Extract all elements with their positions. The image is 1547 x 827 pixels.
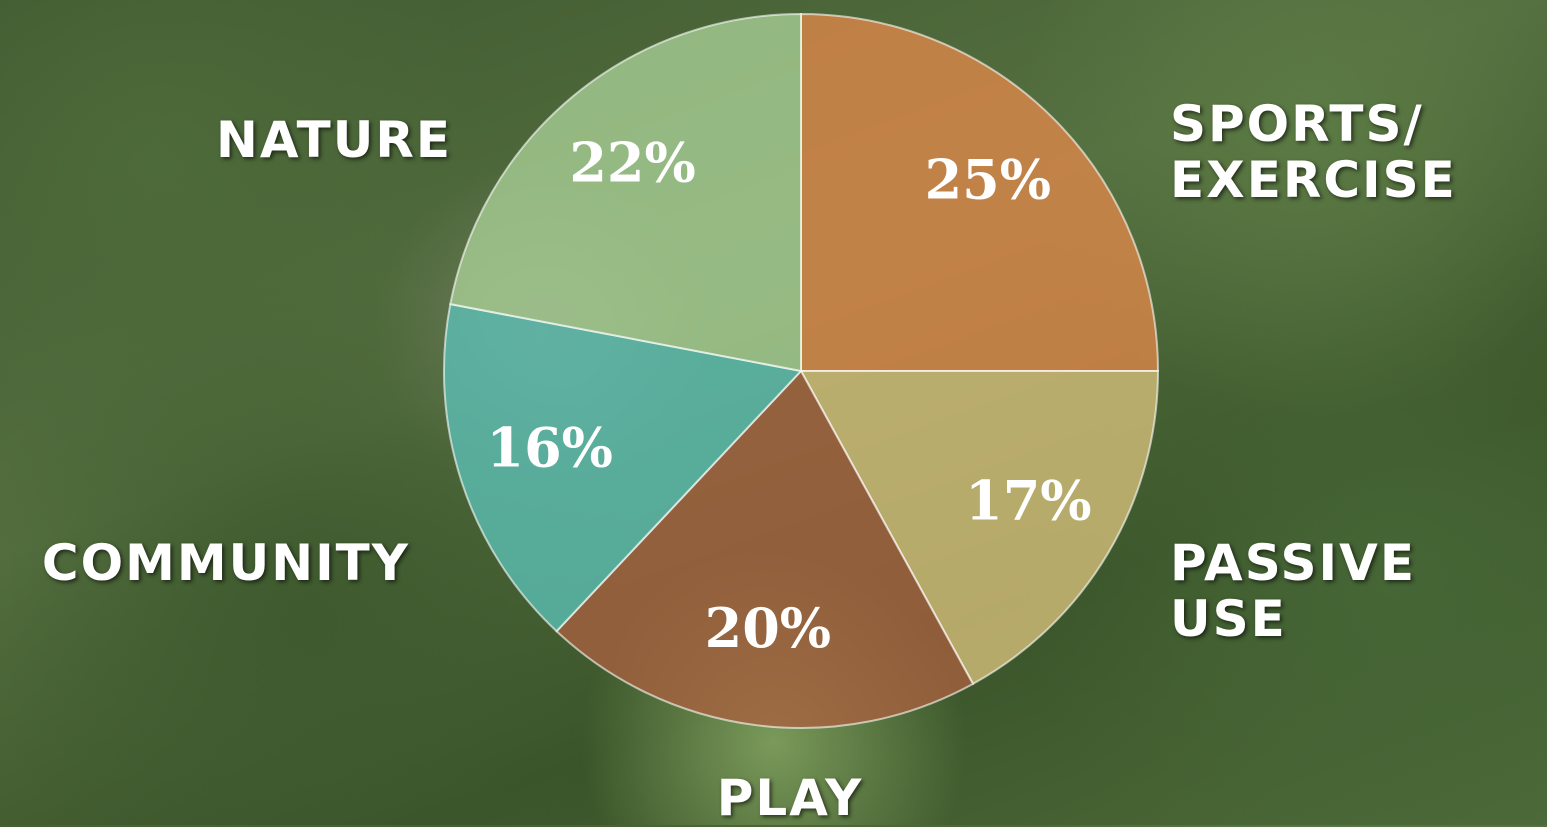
value-label: 17% (965, 469, 1091, 533)
category-label: SPORTS/ EXERCISE (1170, 95, 1457, 209)
category-label: COMMUNITY (41, 534, 410, 592)
category-label: NATURE (215, 111, 452, 169)
pie-slice (443, 302, 803, 633)
value-label: 16% (487, 416, 613, 480)
pie-slice (800, 12, 1160, 372)
value-label: 25% (925, 147, 1051, 211)
value-label: 22% (569, 131, 695, 195)
pie-slice (555, 369, 975, 729)
pie-slice (799, 370, 1160, 686)
value-label: 20% (705, 596, 831, 660)
pie-slice (449, 12, 802, 373)
category-label: PASSIVE USE (1170, 534, 1416, 648)
category-label: PLAY (716, 769, 864, 827)
